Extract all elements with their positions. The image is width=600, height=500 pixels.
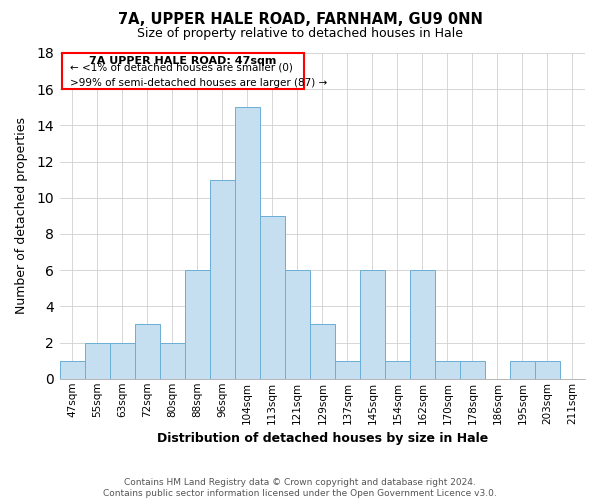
Bar bbox=[235, 108, 260, 379]
Bar bbox=[160, 342, 185, 379]
Bar bbox=[510, 360, 535, 379]
Text: >99% of semi-detached houses are larger (87) →: >99% of semi-detached houses are larger … bbox=[70, 78, 328, 88]
Bar bbox=[335, 360, 360, 379]
Text: ← <1% of detached houses are smaller (0): ← <1% of detached houses are smaller (0) bbox=[70, 62, 293, 72]
Text: Contains HM Land Registry data © Crown copyright and database right 2024.
Contai: Contains HM Land Registry data © Crown c… bbox=[103, 478, 497, 498]
Bar bbox=[134, 324, 160, 379]
Bar bbox=[185, 270, 210, 379]
Bar bbox=[285, 270, 310, 379]
Y-axis label: Number of detached properties: Number of detached properties bbox=[15, 118, 28, 314]
FancyBboxPatch shape bbox=[62, 53, 304, 89]
Bar bbox=[210, 180, 235, 379]
X-axis label: Distribution of detached houses by size in Hale: Distribution of detached houses by size … bbox=[157, 432, 488, 445]
Text: 7A UPPER HALE ROAD: 47sqm: 7A UPPER HALE ROAD: 47sqm bbox=[89, 56, 277, 66]
Bar bbox=[59, 360, 85, 379]
Bar bbox=[85, 342, 110, 379]
Text: Size of property relative to detached houses in Hale: Size of property relative to detached ho… bbox=[137, 28, 463, 40]
Bar bbox=[360, 270, 385, 379]
Bar bbox=[385, 360, 410, 379]
Bar bbox=[535, 360, 560, 379]
Bar bbox=[435, 360, 460, 379]
Bar bbox=[110, 342, 134, 379]
Bar bbox=[260, 216, 285, 379]
Text: 7A, UPPER HALE ROAD, FARNHAM, GU9 0NN: 7A, UPPER HALE ROAD, FARNHAM, GU9 0NN bbox=[118, 12, 482, 28]
Bar bbox=[460, 360, 485, 379]
Bar bbox=[310, 324, 335, 379]
Bar bbox=[410, 270, 435, 379]
